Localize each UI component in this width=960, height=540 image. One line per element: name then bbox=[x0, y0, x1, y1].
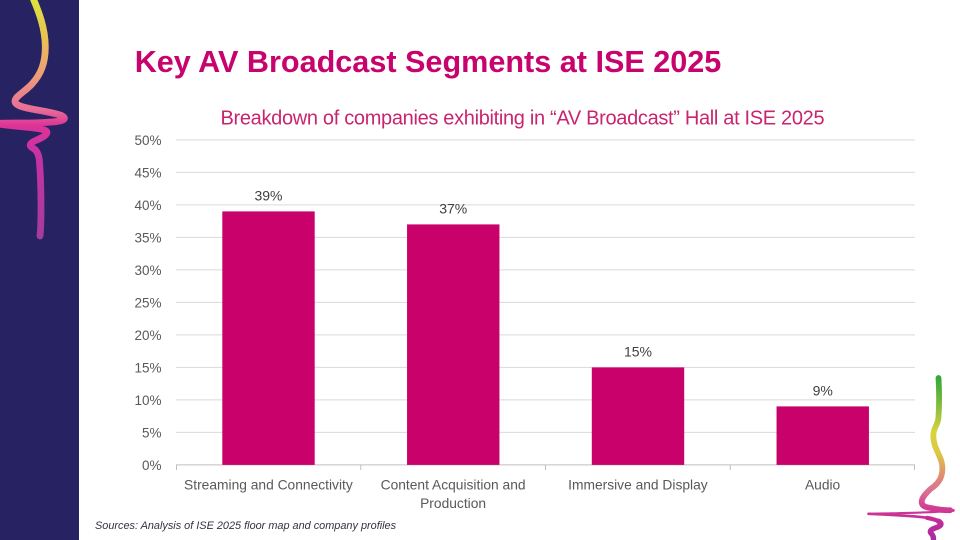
svg-text:Streaming and Connectivity: Streaming and Connectivity bbox=[184, 477, 353, 492]
svg-text:45%: 45% bbox=[134, 165, 161, 180]
svg-text:25%: 25% bbox=[134, 295, 161, 310]
svg-text:37%: 37% bbox=[439, 201, 467, 217]
svg-text:30%: 30% bbox=[134, 263, 161, 278]
svg-text:Production: Production bbox=[420, 496, 486, 511]
svg-text:15%: 15% bbox=[624, 344, 652, 360]
svg-text:Key AV Broadcast Segments at I: Key AV Broadcast Segments at ISE 2025 bbox=[135, 45, 722, 79]
svg-text:15%: 15% bbox=[134, 360, 161, 375]
svg-text:Sources: Analysis of ISE 2025: Sources: Analysis of ISE 2025 floor map … bbox=[95, 520, 397, 532]
svg-text:20%: 20% bbox=[134, 328, 161, 343]
svg-text:0%: 0% bbox=[142, 458, 162, 473]
svg-text:Immersive and Display: Immersive and Display bbox=[568, 477, 708, 492]
svg-text:35%: 35% bbox=[134, 230, 161, 245]
svg-text:9%: 9% bbox=[813, 383, 833, 399]
svg-text:Breakdown of companies exhibit: Breakdown of companies exhibiting in “AV… bbox=[221, 108, 825, 130]
svg-text:10%: 10% bbox=[134, 393, 161, 408]
svg-text:50%: 50% bbox=[134, 133, 161, 148]
svg-text:40%: 40% bbox=[134, 198, 161, 213]
svg-text:5%: 5% bbox=[142, 425, 162, 440]
svg-text:39%: 39% bbox=[254, 188, 282, 204]
svg-text:Content Acquisition and: Content Acquisition and bbox=[381, 477, 526, 492]
svg-text:Audio: Audio bbox=[805, 477, 841, 492]
